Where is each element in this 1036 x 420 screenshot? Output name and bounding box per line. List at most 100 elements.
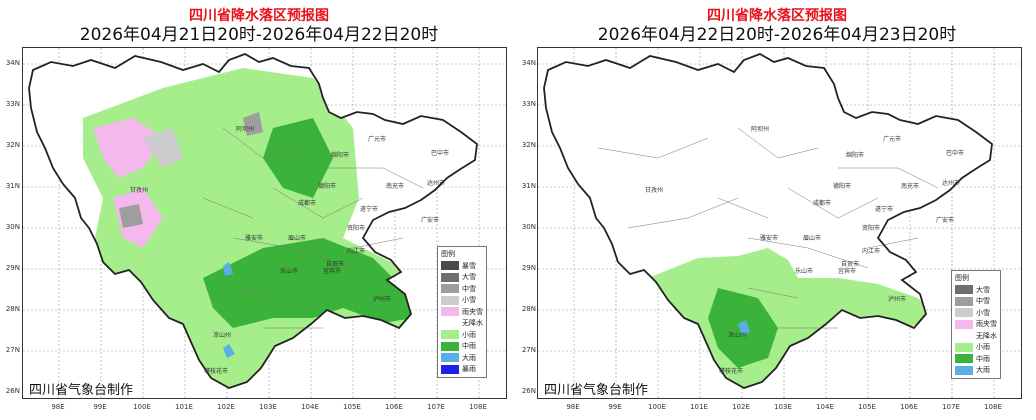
legend-item: 大雪 — [441, 272, 483, 284]
legend-swatch — [441, 330, 459, 340]
lon-label: 103E — [259, 403, 277, 411]
lon-label: 100E — [133, 403, 151, 411]
lat-label: 34N — [5, 59, 20, 67]
legend-label: 大雪 — [976, 285, 990, 294]
city-label: 宜宾市 — [838, 268, 857, 275]
city-label: 阿坝州 — [751, 126, 770, 133]
lon-label: 103E — [774, 403, 792, 411]
lat-label: 31N — [5, 182, 20, 190]
legend-item: 雨夹雪 — [441, 306, 483, 318]
legend-item: 中雪 — [955, 296, 997, 308]
map-title: 四川省降水落区预报图 — [189, 8, 329, 24]
city-label: 绵阳市 — [846, 152, 865, 159]
city-label: 泸州市 — [888, 296, 907, 303]
city-label: 雅安市 — [245, 235, 264, 242]
city-label: 泸州市 — [373, 296, 392, 303]
map-legend: 图例 暴雪 大雪 中雪 小雪 雨夹雪 无降水 小雨 中雨 大雨 暴雨 — [437, 246, 487, 378]
map-maker-credit: 四川省气象台制作 — [544, 383, 649, 398]
city-label: 巴中市 — [431, 150, 450, 157]
lon-label: 104E — [816, 403, 834, 411]
province-boundary — [543, 53, 993, 389]
lat-label: 30N — [521, 223, 536, 231]
lat-label: 29N — [5, 264, 20, 272]
city-label: 广安市 — [421, 217, 440, 224]
legend-swatch — [955, 365, 973, 375]
legend-item: 暴雪 — [441, 260, 483, 272]
lon-label: 98E — [51, 403, 65, 411]
legend-swatch — [955, 331, 973, 341]
city-label: 宜宾市 — [323, 268, 342, 275]
legend-item: 中雪 — [441, 283, 483, 295]
legend-item: 大雨 — [955, 365, 997, 377]
lon-label: 104E — [301, 403, 319, 411]
lon-label: 100E — [648, 403, 666, 411]
city-label: 甘孜州 — [645, 187, 664, 194]
city-label: 凉山州 — [213, 332, 232, 339]
lat-label: 31N — [521, 182, 536, 190]
legend-item: 中雨 — [441, 341, 483, 353]
city-label: 遂宁市 — [875, 206, 894, 213]
map-title: 四川省降水落区预报图 — [707, 8, 847, 24]
lat-label: 28N — [5, 305, 20, 313]
legend-swatch — [441, 318, 459, 328]
province-boundary — [28, 53, 478, 389]
legend-item: 无降水 — [955, 330, 997, 342]
legend-swatch — [955, 319, 973, 329]
lat-label: 33N — [521, 100, 536, 108]
legend-swatch — [955, 285, 973, 295]
legend-label: 小雨 — [462, 330, 476, 339]
city-label: 雅安市 — [760, 235, 779, 242]
legend-label: 无降水 — [462, 319, 483, 328]
lat-label: 30N — [5, 223, 20, 231]
legend-swatch — [955, 354, 973, 364]
legend-swatch — [441, 295, 459, 305]
city-label: 甘孜州 — [130, 187, 149, 194]
city-label: 攀枝花市 — [719, 368, 744, 375]
city-label: 达州市 — [942, 180, 961, 187]
lon-label: 106E — [900, 403, 918, 411]
city-label: 绵阳市 — [331, 152, 350, 159]
forecast-map-day2: 四川省降水落区预报图 2026年04月22日20时-2026年04月23日20时 — [518, 0, 1036, 420]
lon-label: 105E — [343, 403, 361, 411]
city-label: 德阳市 — [833, 183, 852, 190]
legend-item: 中雨 — [955, 353, 997, 365]
legend-swatch — [955, 296, 973, 306]
lat-label: 33N — [5, 100, 20, 108]
map-frame: 阿坝州 绵阳市 广元市 巴中市 德阳市 南充市 达州市 甘孜州 成都市 遂宁市 … — [537, 47, 1022, 399]
city-label: 遂宁市 — [360, 206, 379, 213]
legend-label: 大雨 — [976, 366, 990, 375]
city-label: 眉山市 — [803, 235, 822, 242]
lat-label: 29N — [521, 264, 536, 272]
precipitation-map — [538, 48, 1021, 398]
lon-label: 102E — [217, 403, 235, 411]
lat-label: 32N — [521, 141, 536, 149]
legend-swatch — [441, 261, 459, 271]
lon-label: 105E — [858, 403, 876, 411]
city-label: 南充市 — [386, 183, 405, 190]
legend-label: 大雪 — [462, 273, 476, 282]
city-label: 自贡市 — [326, 261, 345, 268]
legend-swatch — [441, 307, 459, 317]
city-label: 成都市 — [298, 200, 317, 207]
city-label: 德阳市 — [318, 183, 337, 190]
lon-label: 106E — [385, 403, 403, 411]
map-date-range: 2026年04月21日20时-2026年04月22日20时 — [79, 25, 439, 45]
lat-label: 26N — [5, 387, 20, 395]
lon-label: 101E — [690, 403, 708, 411]
county-boundaries — [597, 127, 939, 329]
legend-label: 暴雨 — [462, 365, 476, 374]
city-label: 乐山市 — [795, 268, 814, 275]
lat-label: 28N — [521, 305, 536, 313]
city-label: 资阳市 — [347, 225, 366, 232]
lat-label: 26N — [521, 387, 536, 395]
legend-swatch — [441, 341, 459, 351]
city-label: 达州市 — [427, 180, 446, 187]
city-label: 攀枝花市 — [204, 368, 229, 375]
map-date-range: 2026年04月22日20时-2026年04月23日20时 — [597, 25, 957, 45]
lat-label: 34N — [521, 59, 536, 67]
legend-title: 图例 — [441, 250, 455, 258]
legend-item: 小雨 — [955, 342, 997, 354]
lat-label: 27N — [5, 346, 20, 354]
legend-item: 无降水 — [441, 318, 483, 330]
legend-swatch — [441, 284, 459, 294]
